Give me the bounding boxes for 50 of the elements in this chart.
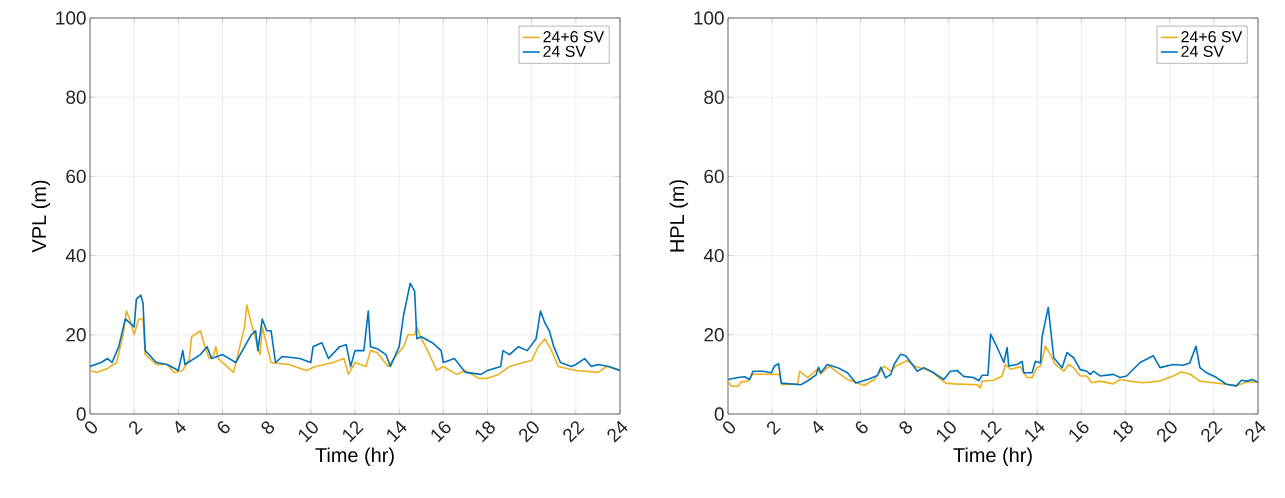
x-tick-label: 12 <box>981 421 1002 443</box>
x-tick-label: 0 <box>84 421 98 434</box>
x-tick-label: 12 <box>343 421 364 443</box>
x-tick-label: 24 <box>607 420 628 443</box>
x-tick-label: 10 <box>298 421 318 443</box>
y-tick-label: 0 <box>714 407 724 421</box>
line-series <box>90 282 621 376</box>
x-tick-label: 2 <box>767 421 781 436</box>
x-tick-label: 4 <box>813 420 824 434</box>
y-tick-label: 20 <box>704 328 724 342</box>
y-axis-title: VPL (m) <box>31 180 51 253</box>
x-tick-label: 16 <box>1069 421 1089 443</box>
x-axis-title: Time (hr) <box>953 447 1032 467</box>
x-axis-title: Time (hr) <box>315 447 394 467</box>
line-series <box>90 304 621 380</box>
legend-label: 24 SV <box>1181 45 1224 57</box>
x-tick-label: 14 <box>1025 420 1045 443</box>
legend-label: 24+6 SV <box>543 31 605 43</box>
x-tick-label: 8 <box>261 421 275 434</box>
x-tick-label: 6 <box>855 421 868 434</box>
x-tick-label: 8 <box>899 421 913 434</box>
line-series <box>728 345 1259 389</box>
y-tick-label: 100 <box>694 11 724 25</box>
y-tick-label: 80 <box>66 90 86 104</box>
y-tick-label: 60 <box>66 169 86 184</box>
x-tick-label: 24 <box>1245 420 1266 443</box>
x-tick-label: 6 <box>217 421 230 434</box>
x-tick-label: 0 <box>722 421 736 434</box>
y-axis-title: HPL (m) <box>669 180 689 252</box>
y-tick-label: 40 <box>65 248 86 263</box>
y-tick-label: 40 <box>703 248 724 263</box>
y-tick-label: 0 <box>76 407 86 421</box>
x-tick-label: 16 <box>431 421 451 443</box>
x-tick-label: 20 <box>1157 421 1177 443</box>
legend-label: 24 SV <box>543 45 586 57</box>
x-tick-label: 18 <box>1113 421 1133 443</box>
x-tick-label: 22 <box>563 421 585 443</box>
x-tick-label: 18 <box>475 421 495 443</box>
legend-label: 24+6 SV <box>1181 31 1243 43</box>
y-tick-label: 100 <box>56 11 86 25</box>
x-tick-label: 14 <box>387 420 407 443</box>
y-tick-label: 60 <box>704 169 724 184</box>
x-tick-label: 10 <box>936 421 956 443</box>
line-series <box>728 306 1259 387</box>
x-tick-label: 20 <box>519 421 539 443</box>
x-tick-label: 2 <box>129 421 143 436</box>
y-tick-label: 80 <box>704 90 724 104</box>
x-tick-label: 4 <box>175 420 186 434</box>
y-tick-label: 20 <box>66 328 86 342</box>
x-tick-label: 22 <box>1201 421 1223 443</box>
